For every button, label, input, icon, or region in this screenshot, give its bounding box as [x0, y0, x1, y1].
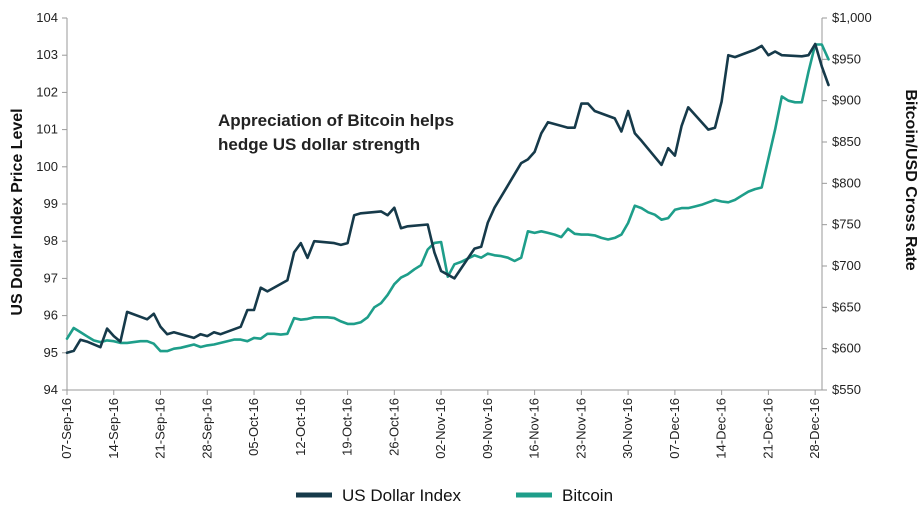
right-tick-label: $1,000 [832, 10, 872, 25]
left-tick-label: 96 [44, 308, 58, 323]
left-tick-label: 94 [44, 382, 58, 397]
x-tick-label: 02-Nov-16 [433, 398, 448, 459]
legend-label-us-dollar-index: US Dollar Index [342, 486, 462, 505]
left-tick-label: 104 [36, 10, 58, 25]
left-tick-label: 100 [36, 159, 58, 174]
series-line-us-dollar-index [65, 42, 830, 355]
left-tick-label: 97 [44, 270, 58, 285]
series-lines [65, 42, 830, 355]
legend: US Dollar Index Bitcoin [296, 486, 613, 505]
x-tick-label: 16-Nov-16 [527, 398, 542, 459]
x-tick-label: 05-Oct-16 [246, 398, 261, 456]
left-tick-label: 99 [44, 196, 58, 211]
x-tick-label: 28-Sep-16 [199, 398, 214, 459]
x-tick-label: 23-Nov-16 [573, 398, 588, 459]
x-tick-label: 07-Dec-16 [667, 398, 682, 459]
annotation-line-2: hedge US dollar strength [218, 135, 420, 154]
x-tick-label: 14-Sep-16 [106, 398, 121, 459]
right-tick-label: $950 [832, 51, 861, 66]
right-tick-label: $600 [832, 341, 861, 356]
right-tick-label: $650 [832, 299, 861, 314]
right-tick-label: $850 [832, 134, 861, 149]
left-tick-label: 103 [36, 47, 58, 62]
left-tick-label: 101 [36, 122, 58, 137]
series-line-bitcoin [65, 43, 830, 353]
right-tick-label: $900 [832, 93, 861, 108]
right-tick-label: $800 [832, 175, 861, 190]
x-tick-label: 12-Oct-16 [293, 398, 308, 456]
x-tick-label: 21-Dec-16 [760, 398, 775, 459]
legend-label-bitcoin: Bitcoin [562, 486, 613, 505]
axes: 94 95 96 97 98 99 100 101 102 103 104 $550 $600 $650 $… [36, 10, 871, 459]
x-tick-label: 14-Dec-16 [714, 398, 729, 459]
left-tick-label: 98 [44, 233, 58, 248]
x-tick-label: 07-Sep-16 [59, 398, 74, 459]
x-tick-label: 21-Sep-16 [153, 398, 168, 459]
right-axis-title: Bitcoin/USD Cross Rate [902, 89, 919, 270]
x-tick-label: 09-Nov-16 [480, 398, 495, 459]
x-tick-label: 19-Oct-16 [340, 398, 355, 456]
x-tick-label: 30-Nov-16 [620, 398, 635, 459]
left-tick-label: 102 [36, 84, 58, 99]
right-tick-label: $550 [832, 382, 861, 397]
right-tick-label: $700 [832, 258, 861, 273]
left-axis-title: US Dollar Index Price Level [9, 108, 26, 315]
right-tick-label: $750 [832, 217, 861, 232]
x-tick-label: 26-Oct-16 [386, 398, 401, 456]
annotation-line-1: Appreciation of Bitcoin helps [218, 111, 454, 130]
left-tick-label: 95 [44, 345, 58, 360]
x-tick-label: 28-Dec-16 [807, 398, 822, 459]
